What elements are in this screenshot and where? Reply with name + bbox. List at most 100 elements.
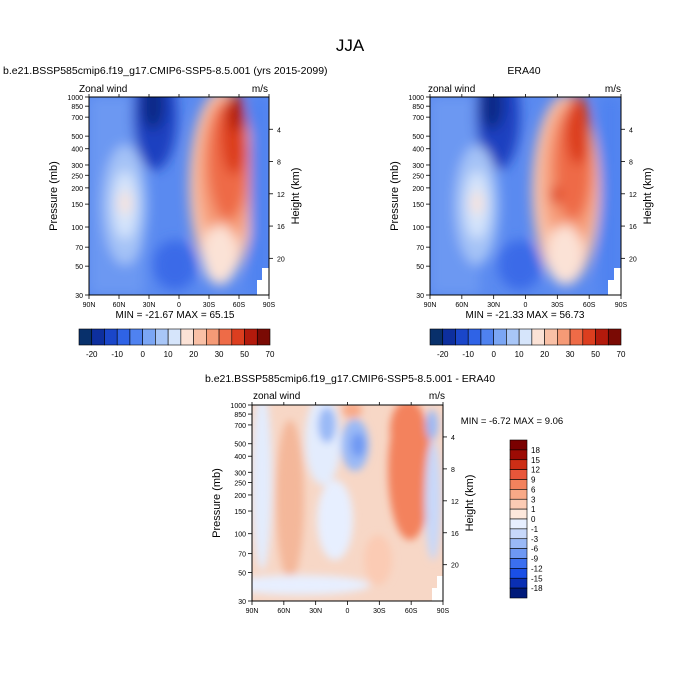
y-tick-label: 1000: [408, 95, 424, 102]
y-tick-label: 850: [412, 104, 424, 111]
colorbar-swatch: [518, 328, 533, 346]
field-nh-negative-1-core: [318, 407, 336, 443]
y-tick-label: 50: [75, 264, 83, 271]
x-tick-label: 90S: [615, 302, 628, 309]
terrain-mask: [257, 268, 269, 295]
colorbar-swatch: [129, 328, 143, 346]
y-tick-label: 30: [238, 599, 246, 606]
panel-diff-contours: [252, 405, 443, 601]
x-tick-label: 30S: [551, 302, 564, 309]
x-tick-label: 30N: [143, 302, 156, 309]
colorbar-swatch: [509, 498, 528, 510]
colorbar-swatch: [544, 328, 558, 346]
field-sh-positive-upper: [390, 405, 426, 460]
y2-tick-label: 12: [451, 499, 459, 506]
y-tick-label: 200: [71, 186, 83, 193]
colorbar-swatch: [509, 439, 528, 451]
y-tick-label: 400: [71, 147, 83, 154]
panel-obs-axes: 305070100150200250300400500700850100090N…: [389, 94, 654, 309]
panel-model-stats: MIN = -21.67 MAX = 65.15: [116, 310, 235, 321]
colorbar-label: 0: [140, 350, 145, 359]
x-tick-label: 60N: [113, 302, 126, 309]
panel-model-contours: [89, 97, 269, 295]
y-tick-label: 250: [71, 173, 83, 180]
y-axis-label: Pressure (mb): [211, 468, 223, 538]
field-sp-band: [250, 97, 269, 295]
panel-model-subtitle: b.e21.BSSP585cmip6.f19_g17.CMIP6-SSP5-8.…: [3, 65, 328, 77]
y-tick-label: 500: [234, 442, 246, 449]
colorbar-label: 70: [617, 350, 626, 359]
x-tick-label: 30S: [203, 302, 216, 309]
colorbar-swatch: [509, 449, 528, 461]
x-tick-label: 60N: [277, 608, 290, 615]
field-sh-low-ext: [547, 225, 583, 285]
colorbar-label: -1: [531, 525, 539, 534]
colorbar-swatch: [509, 459, 528, 470]
colorbar-label: 20: [189, 350, 198, 359]
colorbar-label: 12: [531, 466, 540, 475]
panel-model-units: m/s: [252, 84, 268, 95]
colorbar-swatch: [531, 328, 545, 346]
y-tick-label: 150: [234, 509, 246, 516]
y-tick-label: 300: [412, 163, 424, 170]
y-tick-label: 100: [412, 225, 424, 232]
y-tick-label: 250: [412, 173, 424, 180]
colorbar-label: -10: [462, 350, 474, 359]
field-nh-jet-core: [119, 191, 131, 215]
colorbar-swatch: [155, 328, 169, 346]
panel-obs-colorbar: -20 -10 0 10 20 30 50 70: [429, 328, 626, 359]
y-tick-label: 150: [412, 202, 424, 209]
y-tick-label: 700: [234, 423, 246, 430]
y-tick-label: 850: [71, 104, 83, 111]
x-tick-label: 90S: [263, 302, 276, 309]
colorbar-swatch: [193, 328, 207, 346]
y-tick-label: 1000: [67, 95, 83, 102]
y2-tick-label: 8: [277, 160, 281, 167]
colorbar-label: 9: [531, 476, 536, 485]
panel-obs-stats: MIN = -21.33 MAX = 56.73: [466, 310, 585, 321]
colorbar-swatch: [480, 328, 494, 346]
x-tick-label: 90N: [83, 302, 96, 309]
y2-tick-label: 16: [629, 224, 637, 231]
x-tick-label: 60N: [455, 302, 468, 309]
field-easterly-center: [480, 97, 504, 130]
colorbar-swatch: [509, 568, 528, 579]
colorbar-swatch: [509, 479, 528, 490]
colorbar-label: 50: [240, 350, 249, 359]
colorbar-swatch: [467, 328, 482, 346]
y-tick-label: 200: [234, 493, 246, 500]
y-tick-label: 850: [234, 412, 246, 419]
panel-obs-subtitle: ERA40: [507, 65, 540, 77]
colorbar-swatch: [244, 328, 258, 346]
y-tick-label: 50: [238, 570, 246, 577]
colorbar-label: -18: [531, 584, 543, 593]
field-sh-jet-core-low: [551, 186, 561, 204]
field-sp-negative: [425, 440, 441, 560]
field-sp-band: [600, 97, 621, 295]
y2-tick-label: 20: [277, 256, 285, 263]
y-tick-label: 200: [412, 186, 424, 193]
y-tick-label: 250: [234, 480, 246, 487]
x-tick-label: 90N: [424, 302, 437, 309]
y-axis-label: Pressure (mb): [48, 161, 60, 231]
y-tick-label: 70: [416, 245, 424, 252]
main-title: JJA: [336, 36, 365, 55]
panel-obs-units: m/s: [605, 84, 621, 95]
y-tick-label: 150: [71, 202, 83, 209]
colorbar-swatch: [607, 328, 622, 346]
y-tick-label: 400: [412, 147, 424, 154]
y-tick-label: 100: [234, 532, 246, 539]
y2-tick-label: 20: [629, 256, 637, 263]
panel-obs-field-label: zonal wind: [428, 84, 475, 95]
colorbar-swatch: [506, 328, 520, 346]
y-tick-label: 300: [234, 470, 246, 477]
colorbar-label: -6: [531, 545, 539, 554]
field-nh-positive: [276, 420, 304, 580]
y-tick-label: 70: [75, 245, 83, 252]
field-sh-low-positive: [364, 535, 392, 585]
field-sh-jet-ring4: [566, 97, 590, 165]
field-sp-upper-negative: [426, 410, 438, 440]
y2-tick-label: 20: [451, 563, 459, 570]
